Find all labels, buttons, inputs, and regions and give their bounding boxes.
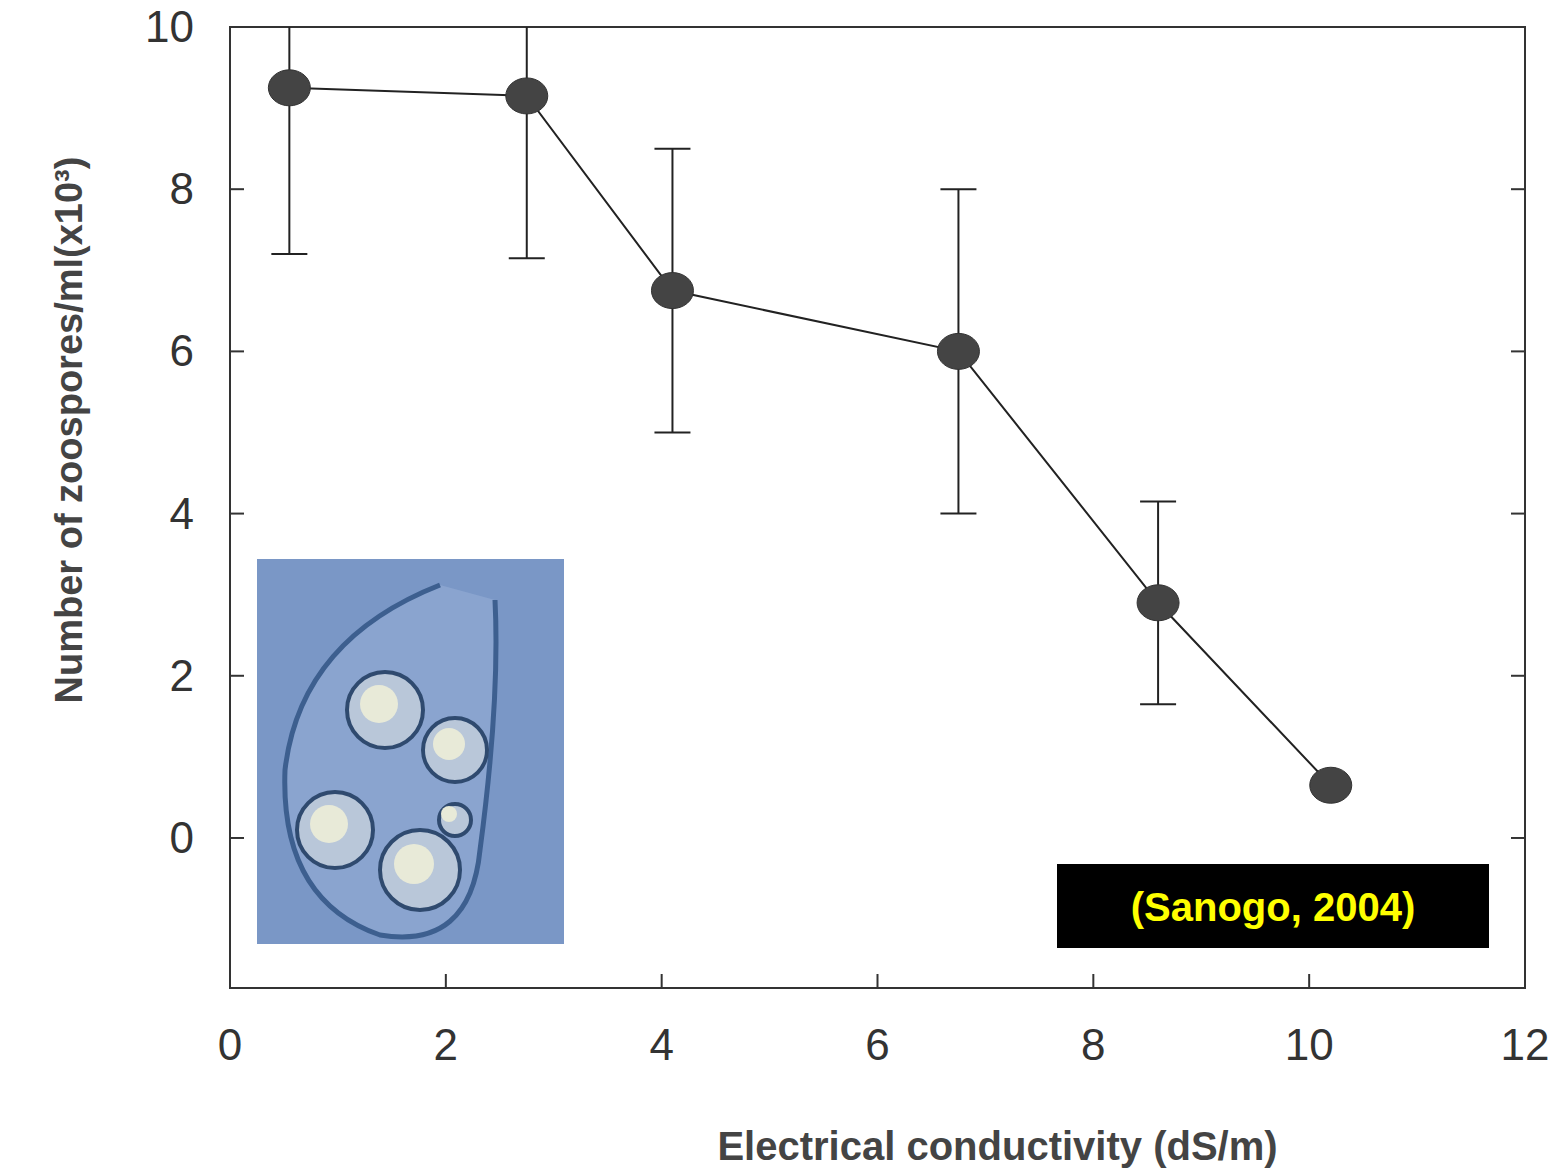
error-cap (271, 253, 307, 255)
photo-sporangium (285, 585, 496, 937)
citation-text: (Sanogo, 2004) (1131, 885, 1416, 929)
x-tick-label: 6 (865, 1020, 889, 1069)
y-tick-right (1511, 26, 1525, 28)
error-cap (940, 188, 976, 190)
x-axis-title: Electrical conductivity (dS/m) (717, 1124, 1277, 1168)
data-point (651, 273, 693, 309)
y-tick-right (1511, 350, 1525, 352)
data-point (1310, 767, 1352, 803)
photo-bg (257, 559, 564, 944)
error-cap (1140, 703, 1176, 705)
plot-data (268, 27, 1351, 803)
error-bar (509, 27, 545, 258)
x-tick-label: 10 (1285, 1020, 1334, 1069)
chart: 0 2 4 6 8 10 0 2 4 6 8 10 12 Electrical conductivity … (0, 0, 1568, 1176)
y-tick (230, 350, 244, 352)
photo-spore (423, 718, 487, 782)
x-tick-label: 12 (1501, 1020, 1550, 1069)
data-point (506, 78, 548, 114)
error-cap (509, 257, 545, 259)
error-stem (288, 27, 290, 254)
citation: (Sanogo, 2004) (1057, 864, 1489, 948)
error-cap (654, 148, 690, 150)
y-tick-label: 6 (170, 326, 194, 375)
data-point (937, 333, 979, 369)
y-tick (230, 26, 244, 28)
x-tick (1308, 974, 1310, 988)
y-tick (230, 675, 244, 677)
photo-highlight (360, 685, 398, 723)
photo-spore (297, 792, 373, 868)
photo-spore (380, 830, 460, 910)
x-tick (1092, 974, 1094, 988)
x-tick (661, 974, 663, 988)
x-tick-label: 8 (1081, 1020, 1105, 1069)
photo-spore (439, 804, 471, 836)
data-point (268, 70, 310, 106)
series-line (289, 88, 1330, 785)
x-tick (877, 974, 879, 988)
error-stem (526, 27, 528, 258)
photo-highlight (441, 806, 457, 822)
photo-spore (347, 672, 423, 748)
citation-box (1057, 864, 1489, 948)
photo-highlight (310, 805, 348, 843)
y-tick (230, 188, 244, 190)
y-tick (230, 513, 244, 515)
x-tick (1524, 974, 1526, 988)
x-tick-label: 4 (649, 1020, 673, 1069)
y-tick-label: 10 (145, 2, 194, 51)
y-tick-right (1511, 188, 1525, 190)
y-axis-title: Number of zoospores/ml(x10³) (48, 157, 90, 704)
photo-highlight (394, 844, 434, 884)
error-bar (271, 27, 307, 254)
error-cap (654, 431, 690, 433)
x-tick (229, 974, 231, 988)
x-tick-label: 2 (434, 1020, 458, 1069)
data-point (1137, 585, 1179, 621)
x-tick-label: 0 (218, 1020, 242, 1069)
y-tick-right (1511, 513, 1525, 515)
y-tick-label: 2 (170, 651, 194, 700)
y-tick-label: 8 (170, 164, 194, 213)
y-tick (230, 837, 244, 839)
inset-photo (257, 559, 564, 944)
photo-highlight (433, 728, 465, 760)
y-tick-right (1511, 837, 1525, 839)
error-cap (1140, 500, 1176, 502)
y-tick-label: 4 (170, 489, 194, 538)
y-tick-right (1511, 675, 1525, 677)
y-tick-label: 0 (170, 813, 194, 862)
plot-frame (230, 27, 1525, 988)
error-cap (940, 513, 976, 515)
x-tick (445, 974, 447, 988)
